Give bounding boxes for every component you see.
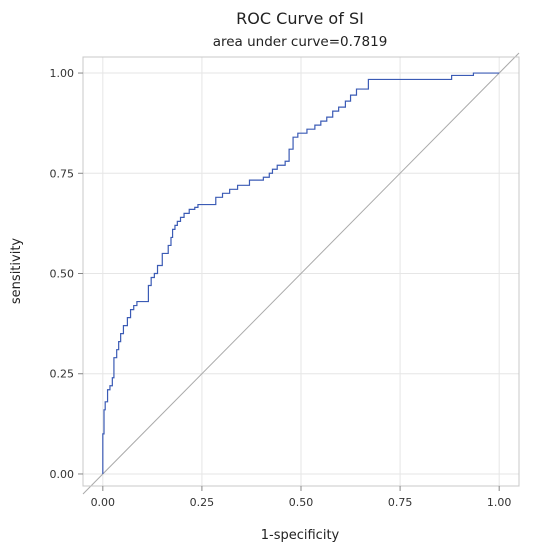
- chart-title: ROC Curve of SI: [236, 9, 364, 28]
- x-tick-label-2: 0.50: [289, 496, 314, 509]
- y-tick-label-4: 1.00: [50, 67, 75, 80]
- x-axis-ticks: 0.00 0.25 0.50 0.75 1.00: [91, 486, 512, 509]
- x-axis-label: 1-specificity: [261, 528, 340, 543]
- x-tick-label-0: 0.00: [91, 496, 116, 509]
- y-axis-label: sensitivity: [9, 238, 24, 305]
- reference-line: [82, 52, 520, 495]
- y-tick-label-1: 0.25: [50, 368, 75, 381]
- roc-curve-line: [102, 72, 500, 474]
- x-tick-label-3: 0.75: [388, 496, 413, 509]
- chart-subtitle: area under curve=0.7819: [213, 34, 388, 50]
- y-tick-label-3: 0.75: [50, 167, 75, 180]
- y-tick-label-0: 0.00: [50, 468, 75, 481]
- roc-curve-series: [102, 72, 500, 474]
- y-axis-ticks: 0.00 0.25 0.50 0.75 1.00: [50, 67, 83, 481]
- x-tick-label-1: 0.25: [190, 496, 215, 509]
- y-tick-label-2: 0.50: [50, 268, 75, 281]
- reference-diagonal: [82, 52, 520, 495]
- x-tick-label-4: 1.00: [487, 496, 512, 509]
